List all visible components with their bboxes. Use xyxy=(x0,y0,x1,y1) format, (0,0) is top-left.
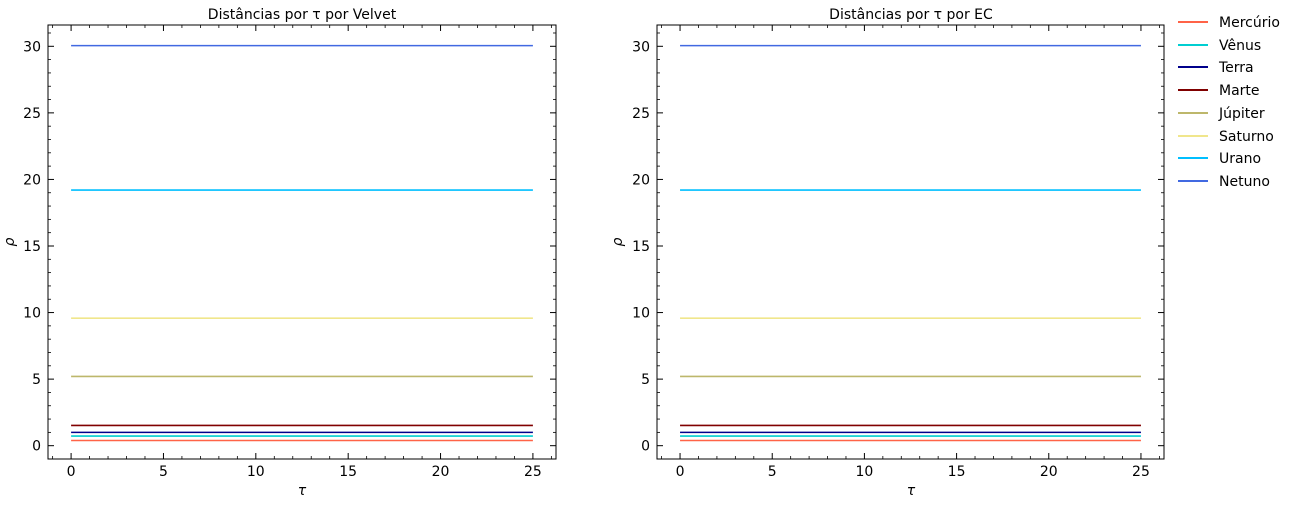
y-tick-label: 25 xyxy=(23,106,41,122)
y-tick-label: 5 xyxy=(32,372,41,388)
y-tick-label: 25 xyxy=(632,106,650,122)
legend-item-jupiter: Júpiter xyxy=(1178,106,1265,122)
x-tick-label: 15 xyxy=(948,464,966,480)
ticks: 0 5 10 15 20 25 0 5 10 15 20 25 30 xyxy=(23,25,556,480)
x-tick-label: 10 xyxy=(855,464,873,480)
y-axis-label: ρ xyxy=(2,237,18,246)
series-group xyxy=(71,44,533,442)
y-tick-label: 10 xyxy=(23,306,41,322)
x-tick-label: 15 xyxy=(339,464,357,480)
x-tick-label: 5 xyxy=(159,464,168,480)
y-tick-label: 5 xyxy=(641,372,650,388)
chart-title: Distâncias por τ por Velvet xyxy=(208,7,397,23)
legend-label: Urano xyxy=(1219,151,1261,167)
x-tick-label: 5 xyxy=(768,464,777,480)
y-tick-label: 20 xyxy=(632,172,650,188)
legend-item-mercurio: Mercúrio xyxy=(1178,15,1280,31)
legend-label: Mercúrio xyxy=(1219,15,1280,31)
x-tick-label: 0 xyxy=(67,464,76,480)
legend-item-netuno: Netuno xyxy=(1178,174,1270,190)
y-tick-label: 0 xyxy=(32,439,41,455)
legend-label: Netuno xyxy=(1219,174,1270,190)
x-axis-label: τ xyxy=(298,483,307,499)
x-tick-label: 25 xyxy=(1132,464,1150,480)
axes-frame xyxy=(656,24,1165,460)
y-tick-label: 0 xyxy=(641,439,650,455)
x-tick-label: 20 xyxy=(432,464,450,480)
x-tick-label: 20 xyxy=(1040,464,1058,480)
x-tick-label: 10 xyxy=(247,464,265,480)
y-tick-label: 20 xyxy=(23,172,41,188)
legend-label: Vênus xyxy=(1219,38,1261,54)
y-tick-label: 15 xyxy=(23,239,41,255)
axes-frame xyxy=(47,24,557,460)
chart-title: Distâncias por τ por EC xyxy=(829,7,993,23)
legend-item-terra: Terra xyxy=(1178,60,1254,76)
x-tick-label: 0 xyxy=(676,464,685,480)
legend-label: Saturno xyxy=(1219,129,1274,145)
legend-label: Júpiter xyxy=(1218,106,1265,122)
legend-item-urano: Urano xyxy=(1178,151,1261,167)
y-axis-label: ρ xyxy=(610,237,626,246)
y-tick-label: 10 xyxy=(632,306,650,322)
ticks: 0 5 10 15 20 25 0 5 10 15 20 25 30 xyxy=(632,25,1164,480)
series-group xyxy=(680,44,1141,442)
legend-item-venus: Vênus xyxy=(1178,38,1261,54)
chart-velvet: Distâncias por τ por Velvet τ ρ 0 5 10 15 20… xyxy=(2,7,557,499)
chart-ec: Distâncias por τ por EC τ ρ 0 5 10 15 20 25 0 5… xyxy=(610,7,1165,499)
x-axis-label: τ xyxy=(907,483,916,499)
legend: Mercúrio Vênus Terra Marte Júpiter Satur… xyxy=(1172,8,1292,194)
legend-label: Marte xyxy=(1219,83,1260,99)
y-tick-label: 15 xyxy=(632,239,650,255)
legend-item-marte: Marte xyxy=(1178,83,1260,99)
legend-item-saturno: Saturno xyxy=(1178,129,1274,145)
legend-frame xyxy=(1172,8,1292,194)
y-tick-label: 30 xyxy=(632,39,650,55)
y-tick-label: 30 xyxy=(23,39,41,55)
x-tick-label: 25 xyxy=(524,464,542,480)
legend-label: Terra xyxy=(1218,60,1254,76)
